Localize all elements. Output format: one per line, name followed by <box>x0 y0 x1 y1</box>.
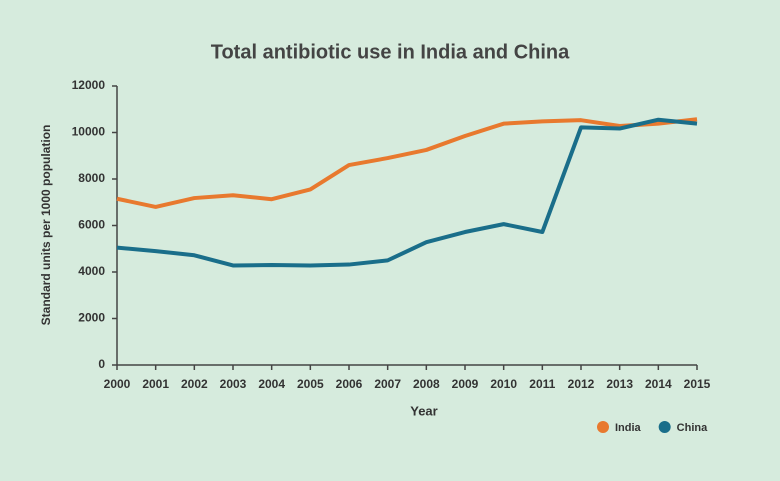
x-tick-label: 2014 <box>645 377 672 391</box>
y-tick-label: 10000 <box>72 125 106 139</box>
legend-label: India <box>615 422 642 434</box>
x-tick-label: 2012 <box>568 377 595 391</box>
y-tick-label: 8000 <box>78 171 105 185</box>
legend-label: China <box>677 422 708 434</box>
x-tick-label: 2003 <box>220 377 247 391</box>
x-tick-label: 2011 <box>529 377 555 391</box>
chart-title: Total antibiotic use in India and China <box>211 41 570 63</box>
x-tick-label: 2015 <box>684 377 711 391</box>
x-tick-label: 2001 <box>142 377 169 391</box>
x-axis-label: Year <box>410 403 437 418</box>
x-tick-label: 2000 <box>104 377 131 391</box>
x-tick-label: 2004 <box>258 377 285 391</box>
x-tick-label: 2010 <box>490 377 517 391</box>
y-tick-label: 6000 <box>78 218 105 232</box>
x-tick-label: 2013 <box>606 377 633 391</box>
x-tick-label: 2002 <box>181 377 208 391</box>
y-tick-label: 0 <box>98 357 105 371</box>
x-tick-label: 2007 <box>374 377 401 391</box>
legend-marker <box>658 421 671 433</box>
x-tick-label: 2005 <box>297 377 324 391</box>
y-axis-label: Standard units per 1000 population <box>39 125 53 326</box>
y-tick-label: 12000 <box>72 78 106 92</box>
line-series <box>116 117 698 268</box>
x-tick-label: 2008 <box>413 377 440 391</box>
line-series <box>116 117 698 209</box>
x-tick-label: 2009 <box>452 377 479 391</box>
legend-marker <box>597 421 609 433</box>
y-tick-label: 4000 <box>78 264 105 278</box>
x-tick-label: 2006 <box>336 377 363 391</box>
y-tick-label: 2000 <box>78 311 105 325</box>
